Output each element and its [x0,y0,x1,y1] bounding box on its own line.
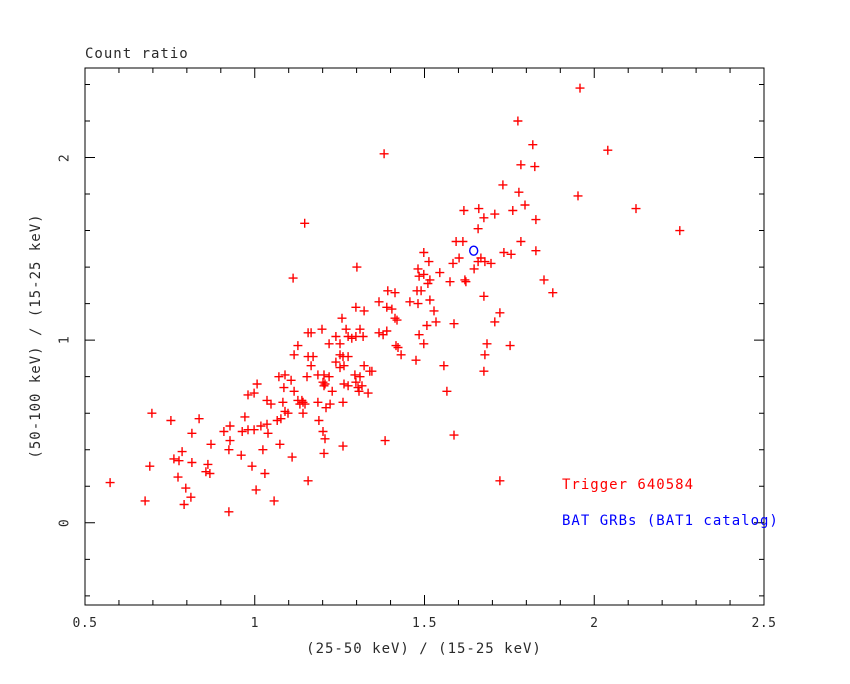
y-tick-label: 2 [57,153,73,162]
y-tick-label: 1 [57,335,73,345]
legend-trigger-text: Trigger 640584 [562,477,695,493]
axis-ticks [84,68,765,605]
x-tick-label: 2 [590,616,599,631]
y-axis-label: (50-100 keV) / (15-25 keV) [28,213,44,459]
blue-circle-marker [469,245,479,256]
x-tick-label: 1.5 [412,616,437,631]
red-plus-markers [105,83,685,517]
y-tick-label: 0 [57,518,73,527]
x-tick-label: 0.5 [72,616,98,631]
x-tick-label: 1 [250,616,259,631]
plot-title: Count ratio [85,46,189,62]
x-axis-label: (25-50 keV) / (15-25 keV) [306,641,542,657]
legend-catalog-text: BAT GRBs (BAT1 catalog) [562,513,779,529]
x-tick-label: 2.5 [751,616,777,631]
